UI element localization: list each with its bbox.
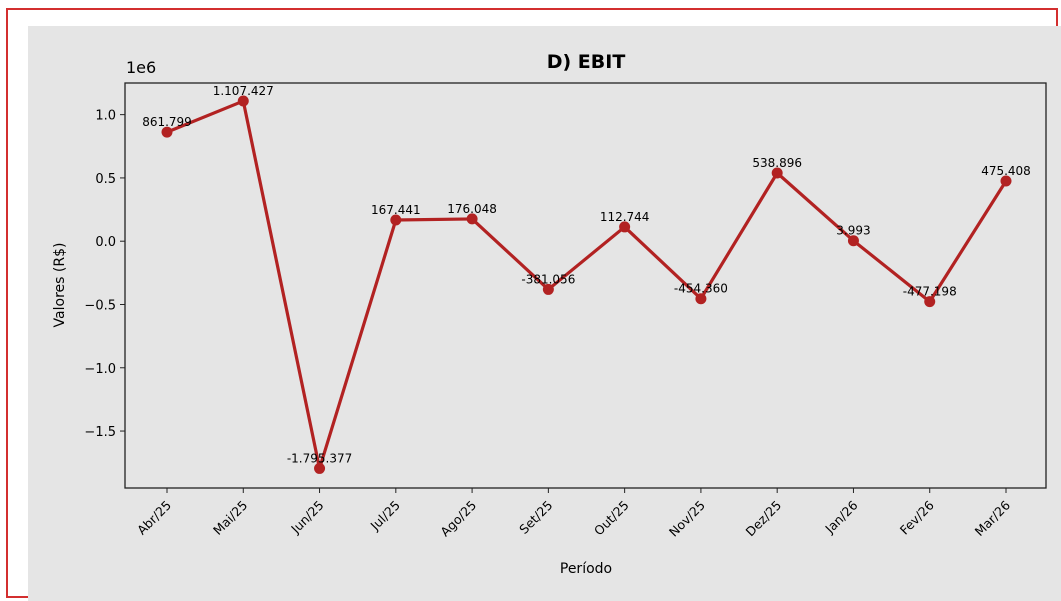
data-point: [314, 462, 326, 474]
y-tick-label: −0.5: [84, 298, 116, 313]
x-tick-label: Mar/26: [972, 497, 1014, 539]
data-label: 861.799: [142, 115, 192, 129]
data-point: [466, 213, 478, 225]
x-axis-label: Período: [560, 561, 612, 577]
x-tick-label: Nov/25: [666, 498, 708, 540]
y-tick-label: −1.0: [84, 362, 116, 377]
data-label: 538.896: [752, 156, 802, 170]
data-point: [924, 296, 936, 308]
y-tick-label: 0.5: [95, 172, 116, 187]
x-tick-label: Jun/25: [287, 498, 326, 537]
plot-area-border: [124, 82, 1047, 489]
x-tick-label: Set/25: [516, 498, 555, 537]
data-point: [542, 283, 554, 295]
data-label: 167.441: [371, 203, 421, 217]
series-ebit: 861.799 1.107.427 -1.795.377 167.441 176.048…: [142, 84, 1031, 474]
data-point: [695, 293, 707, 305]
data-label: 112.744: [600, 210, 650, 224]
data-label: -1.795.377: [287, 451, 352, 465]
y-tick-label: −1.5: [84, 425, 116, 440]
data-label: 475.408: [981, 164, 1031, 178]
x-tick-label: Abr/25: [134, 498, 174, 538]
data-label: 3.993: [836, 224, 870, 238]
data-label: -381.056: [521, 272, 575, 286]
x-tick-label: Dez/25: [743, 498, 785, 540]
x-tick-label: Fev/26: [897, 497, 937, 537]
data-point: [237, 95, 249, 107]
data-point: [847, 235, 859, 247]
x-tick-label: Ago/25: [437, 498, 479, 540]
data-point: [1000, 175, 1012, 187]
data-point: [771, 167, 783, 179]
data-point: [619, 221, 631, 233]
figure-background: [28, 26, 1061, 601]
ebit-line: [166, 99, 1008, 471]
x-tick-label: Out/25: [591, 498, 632, 539]
y-tick-label: 0.0: [95, 235, 116, 250]
x-tick-label: Jan/26: [821, 497, 860, 536]
y-axis-offset-label: 1e6: [126, 58, 156, 77]
y-tick-label: 1.0: [95, 109, 116, 124]
data-label: -477.198: [903, 285, 957, 299]
x-tick-label: Mai/25: [210, 498, 250, 538]
data-point: [390, 214, 402, 226]
y-axis-label: Valores (R$): [52, 243, 68, 328]
data-point: [161, 126, 173, 138]
chart-title: D) EBIT: [547, 51, 626, 73]
data-label: 176.048: [447, 202, 497, 216]
data-label: -454.360: [674, 282, 728, 296]
axes: 1.0 0.5 0.0 −0.5 −1.0 −1.5 Abr/25 Mai/25 Jun/25 J…: [84, 82, 1047, 540]
data-label: 1.107.427: [213, 84, 274, 98]
x-tick-label: Jul/25: [367, 498, 403, 534]
